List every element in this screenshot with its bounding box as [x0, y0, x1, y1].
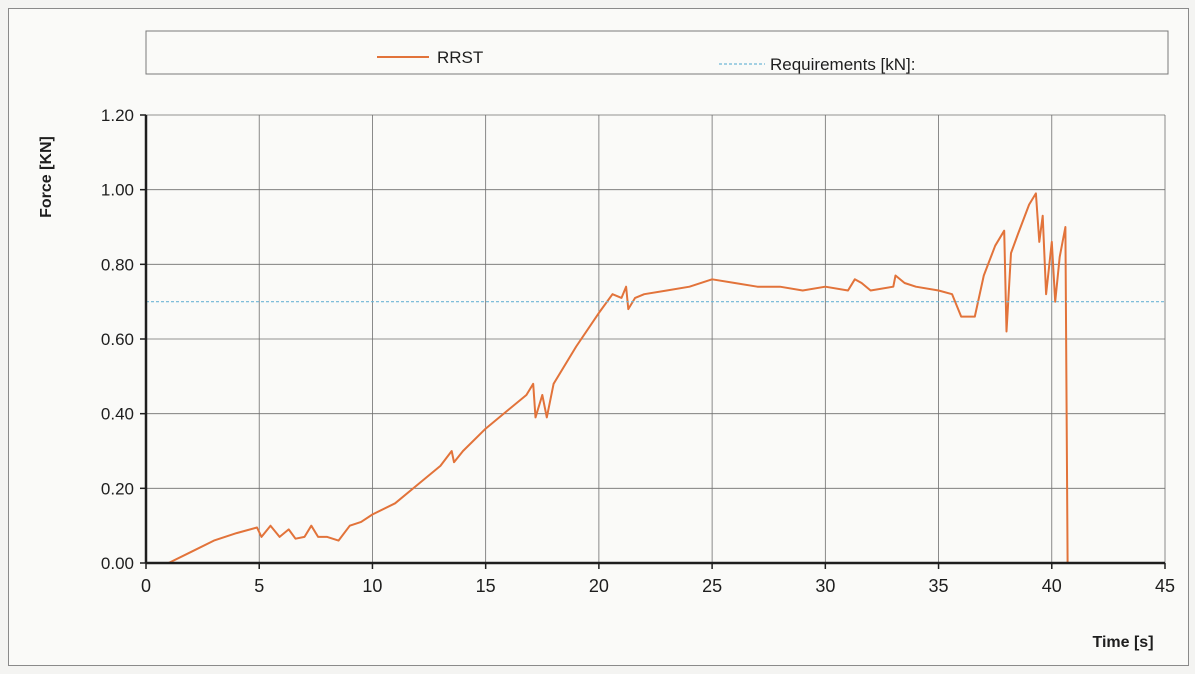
- y-tick-label-2: 0.40: [101, 405, 134, 424]
- x-tick-label-2: 10: [362, 576, 382, 596]
- x-tick-label-5: 25: [702, 576, 722, 596]
- axes: [140, 114, 1166, 569]
- legend: RRST Requirements [kN]:: [145, 30, 1169, 75]
- chart-frame: RRST Requirements [kN]: 0.00 0.20 0.40 0.60…: [8, 8, 1189, 666]
- x-tick-label-8: 40: [1042, 576, 1062, 596]
- x-tick-label-6: 30: [815, 576, 835, 596]
- x-tick-label-0: 0: [141, 576, 151, 596]
- y-tick-label-1: 0.20: [101, 479, 134, 498]
- y-tick-label-3: 0.60: [101, 330, 134, 349]
- grid: [146, 114, 1166, 563]
- plot-area: [146, 192, 1165, 564]
- line-chart: RRST Requirements [kN]: 0.00 0.20 0.40 0.60…: [38, 30, 1175, 651]
- x-tick-label-3: 15: [476, 576, 496, 596]
- y-tick-label-0: 0.00: [101, 554, 134, 573]
- x-tick-label-4: 20: [589, 576, 609, 596]
- series-line-0: [146, 192, 1073, 564]
- legend-label-requirements: Requirements [kN]:: [770, 55, 916, 74]
- legend-label-rrst: RRST: [437, 48, 483, 67]
- x-tick-label-1: 5: [254, 576, 264, 596]
- y-axis-label: Force [KN]: [38, 136, 55, 218]
- x-tick-label-9: 45: [1155, 576, 1175, 596]
- tick-labels: 0.00 0.20 0.40 0.60 0.80 1.00 1.20 0 5 10 15 20 25 30…: [101, 106, 1175, 596]
- x-tick-label-7: 35: [929, 576, 949, 596]
- legend-box: [145, 30, 1169, 75]
- y-tick-label-6: 1.20: [101, 106, 134, 125]
- y-tick-label-5: 1.00: [101, 181, 134, 200]
- y-tick-label-4: 0.80: [101, 255, 134, 274]
- x-axis-label: Time [s]: [1092, 634, 1153, 651]
